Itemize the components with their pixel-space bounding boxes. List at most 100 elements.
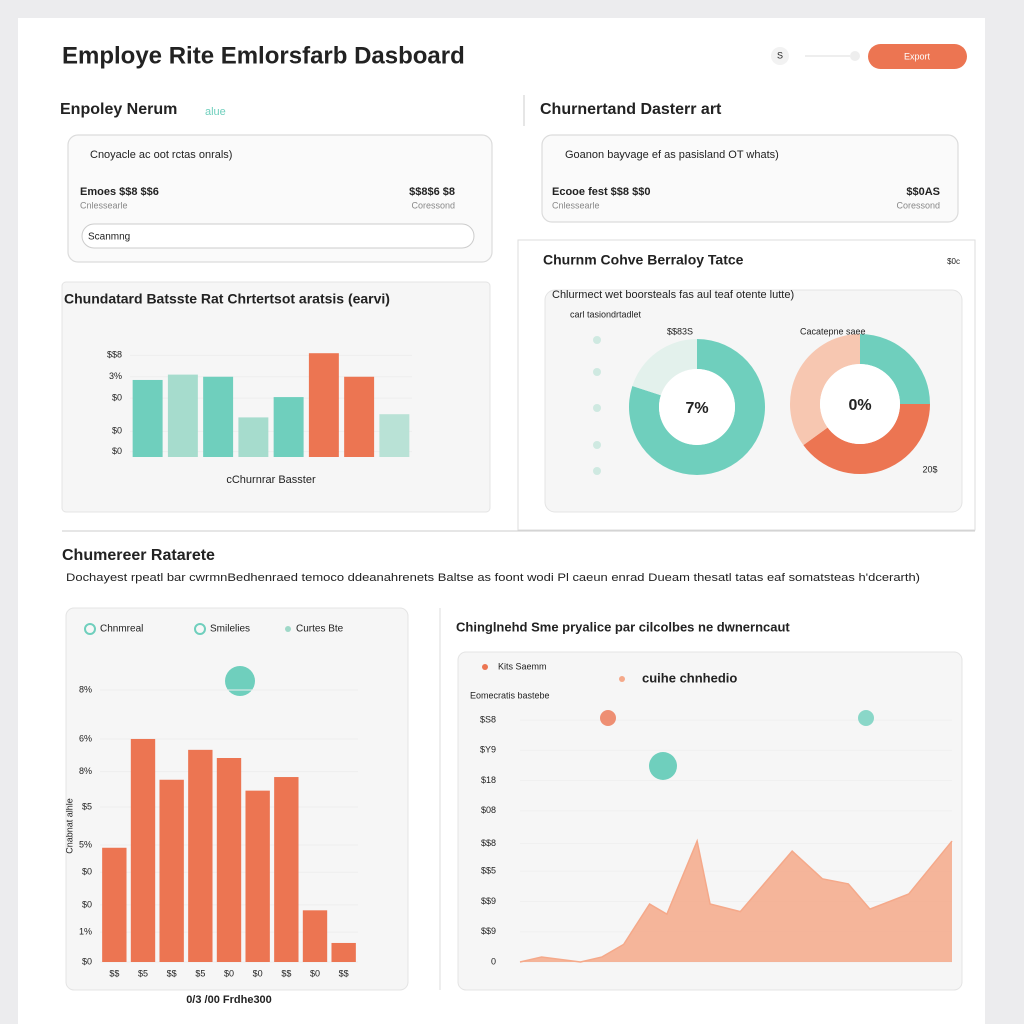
label: carl tasiondrtadlet (570, 309, 642, 319)
label: $0 (82, 899, 92, 909)
legend-dot (593, 467, 601, 475)
label: 1% (79, 926, 92, 936)
label: $0 (82, 956, 92, 966)
bar (308, 353, 339, 457)
label: $Y9 (480, 745, 496, 755)
label: Kits Saemm (498, 661, 547, 671)
stat-sub: Coressond (411, 200, 455, 210)
label: $5 (138, 968, 148, 978)
icon-label: S (777, 50, 783, 60)
label: cuihe chnhedio (642, 670, 737, 685)
button-label[interactable]: Export (904, 51, 931, 61)
legend-swatch (84, 623, 96, 635)
label: $$83S (667, 326, 693, 336)
label: $$8 (107, 350, 122, 360)
label: $$9 (481, 896, 496, 906)
legend-dot (593, 441, 601, 449)
legend-dot (593, 368, 601, 376)
label: 0/3 /00 Frdhe300 (186, 994, 272, 1006)
label: $$ (109, 968, 119, 978)
search-input[interactable] (81, 223, 475, 249)
label: 5% (79, 839, 92, 849)
bar (159, 779, 184, 962)
legend-dot (619, 676, 625, 682)
label: $0 (112, 393, 122, 403)
bar (188, 749, 213, 962)
bar (203, 376, 234, 457)
legend-label: Smilelies (210, 624, 250, 635)
panel-title: Enpoley Nerum (60, 101, 177, 118)
legend-dot (482, 664, 488, 670)
label: $$5 (481, 866, 496, 876)
icon (850, 51, 860, 61)
label: Cnabnat alhle (64, 798, 74, 854)
stat-sub: Cnlessearle (552, 200, 600, 210)
marker (858, 710, 874, 726)
label: Chlurmect wet boorsteals fas aul teaf ot… (552, 289, 794, 301)
bar (132, 379, 163, 457)
label: cChurnrar Basster (226, 474, 316, 486)
bar (167, 374, 198, 457)
donut-hole (820, 364, 900, 444)
label: 8% (79, 766, 92, 776)
legend-swatch (194, 623, 206, 635)
label: $08 (481, 805, 496, 815)
box-text: Goanon bayvage ef as pasisland OT whats) (565, 149, 779, 161)
legend-swatch (285, 626, 291, 632)
legend-label: Curtes Bte (296, 624, 344, 635)
label: Eomecratis bastebe (470, 690, 550, 700)
marker (600, 710, 616, 726)
label: $5 (195, 968, 205, 978)
legend-label: Chnmreal (100, 624, 143, 635)
bar (344, 376, 375, 457)
legend-dot (593, 404, 601, 412)
input-text[interactable]: Scanmng (88, 232, 130, 243)
bar (216, 758, 242, 962)
label: $5 (82, 801, 92, 811)
section-title: Chumereer Ratarete (62, 547, 215, 564)
bar (331, 942, 356, 962)
label: Chinglnehd Sme pryalice par cilcolbes ne… (456, 619, 790, 634)
pie-slice (803, 404, 930, 474)
label: $$ (167, 968, 177, 978)
label: $18 (481, 775, 496, 785)
label: $$8 (481, 838, 496, 848)
label: 8% (79, 684, 92, 694)
box-text: Cnoyacle ac oot rctas onrals) (90, 149, 232, 161)
area-line (519, 838, 953, 963)
label: 0 (491, 956, 496, 966)
bar (245, 790, 270, 962)
label: Churnm Cohve Berraloy Tatce (543, 252, 744, 268)
label: 6% (79, 733, 92, 743)
bar (273, 397, 304, 457)
bar (302, 910, 328, 962)
label: 7% (685, 400, 708, 417)
stat-label: Emoes $$8 $$6 (80, 186, 159, 198)
label: $S8 (480, 714, 496, 724)
label: 3% (109, 371, 122, 381)
pie-slice (629, 339, 766, 475)
export-button[interactable] (868, 44, 967, 69)
label: $0 (112, 446, 122, 456)
label: $0 (253, 968, 263, 978)
legend-dot (593, 336, 601, 344)
label: $0 (82, 867, 92, 877)
pie-slice (860, 334, 930, 404)
marker (649, 752, 677, 780)
bar (130, 738, 156, 962)
panel-box (541, 134, 959, 223)
label: $$9 (481, 926, 496, 936)
stat-sub: Cnlessearle (80, 200, 128, 210)
label: $0 (224, 968, 234, 978)
bar (274, 777, 299, 962)
panel-tag: alue (205, 106, 226, 118)
label: $$ (281, 968, 291, 978)
donut-hole (659, 369, 735, 445)
label: 20$ (922, 464, 937, 474)
label: $0 (310, 968, 320, 978)
stat-label: Ecooe fest $$8 $$0 (552, 186, 650, 198)
label: $0c (947, 257, 960, 266)
page-title: Employe Rite Emlorsfarb Dasboard (62, 42, 465, 69)
bar (379, 414, 410, 457)
